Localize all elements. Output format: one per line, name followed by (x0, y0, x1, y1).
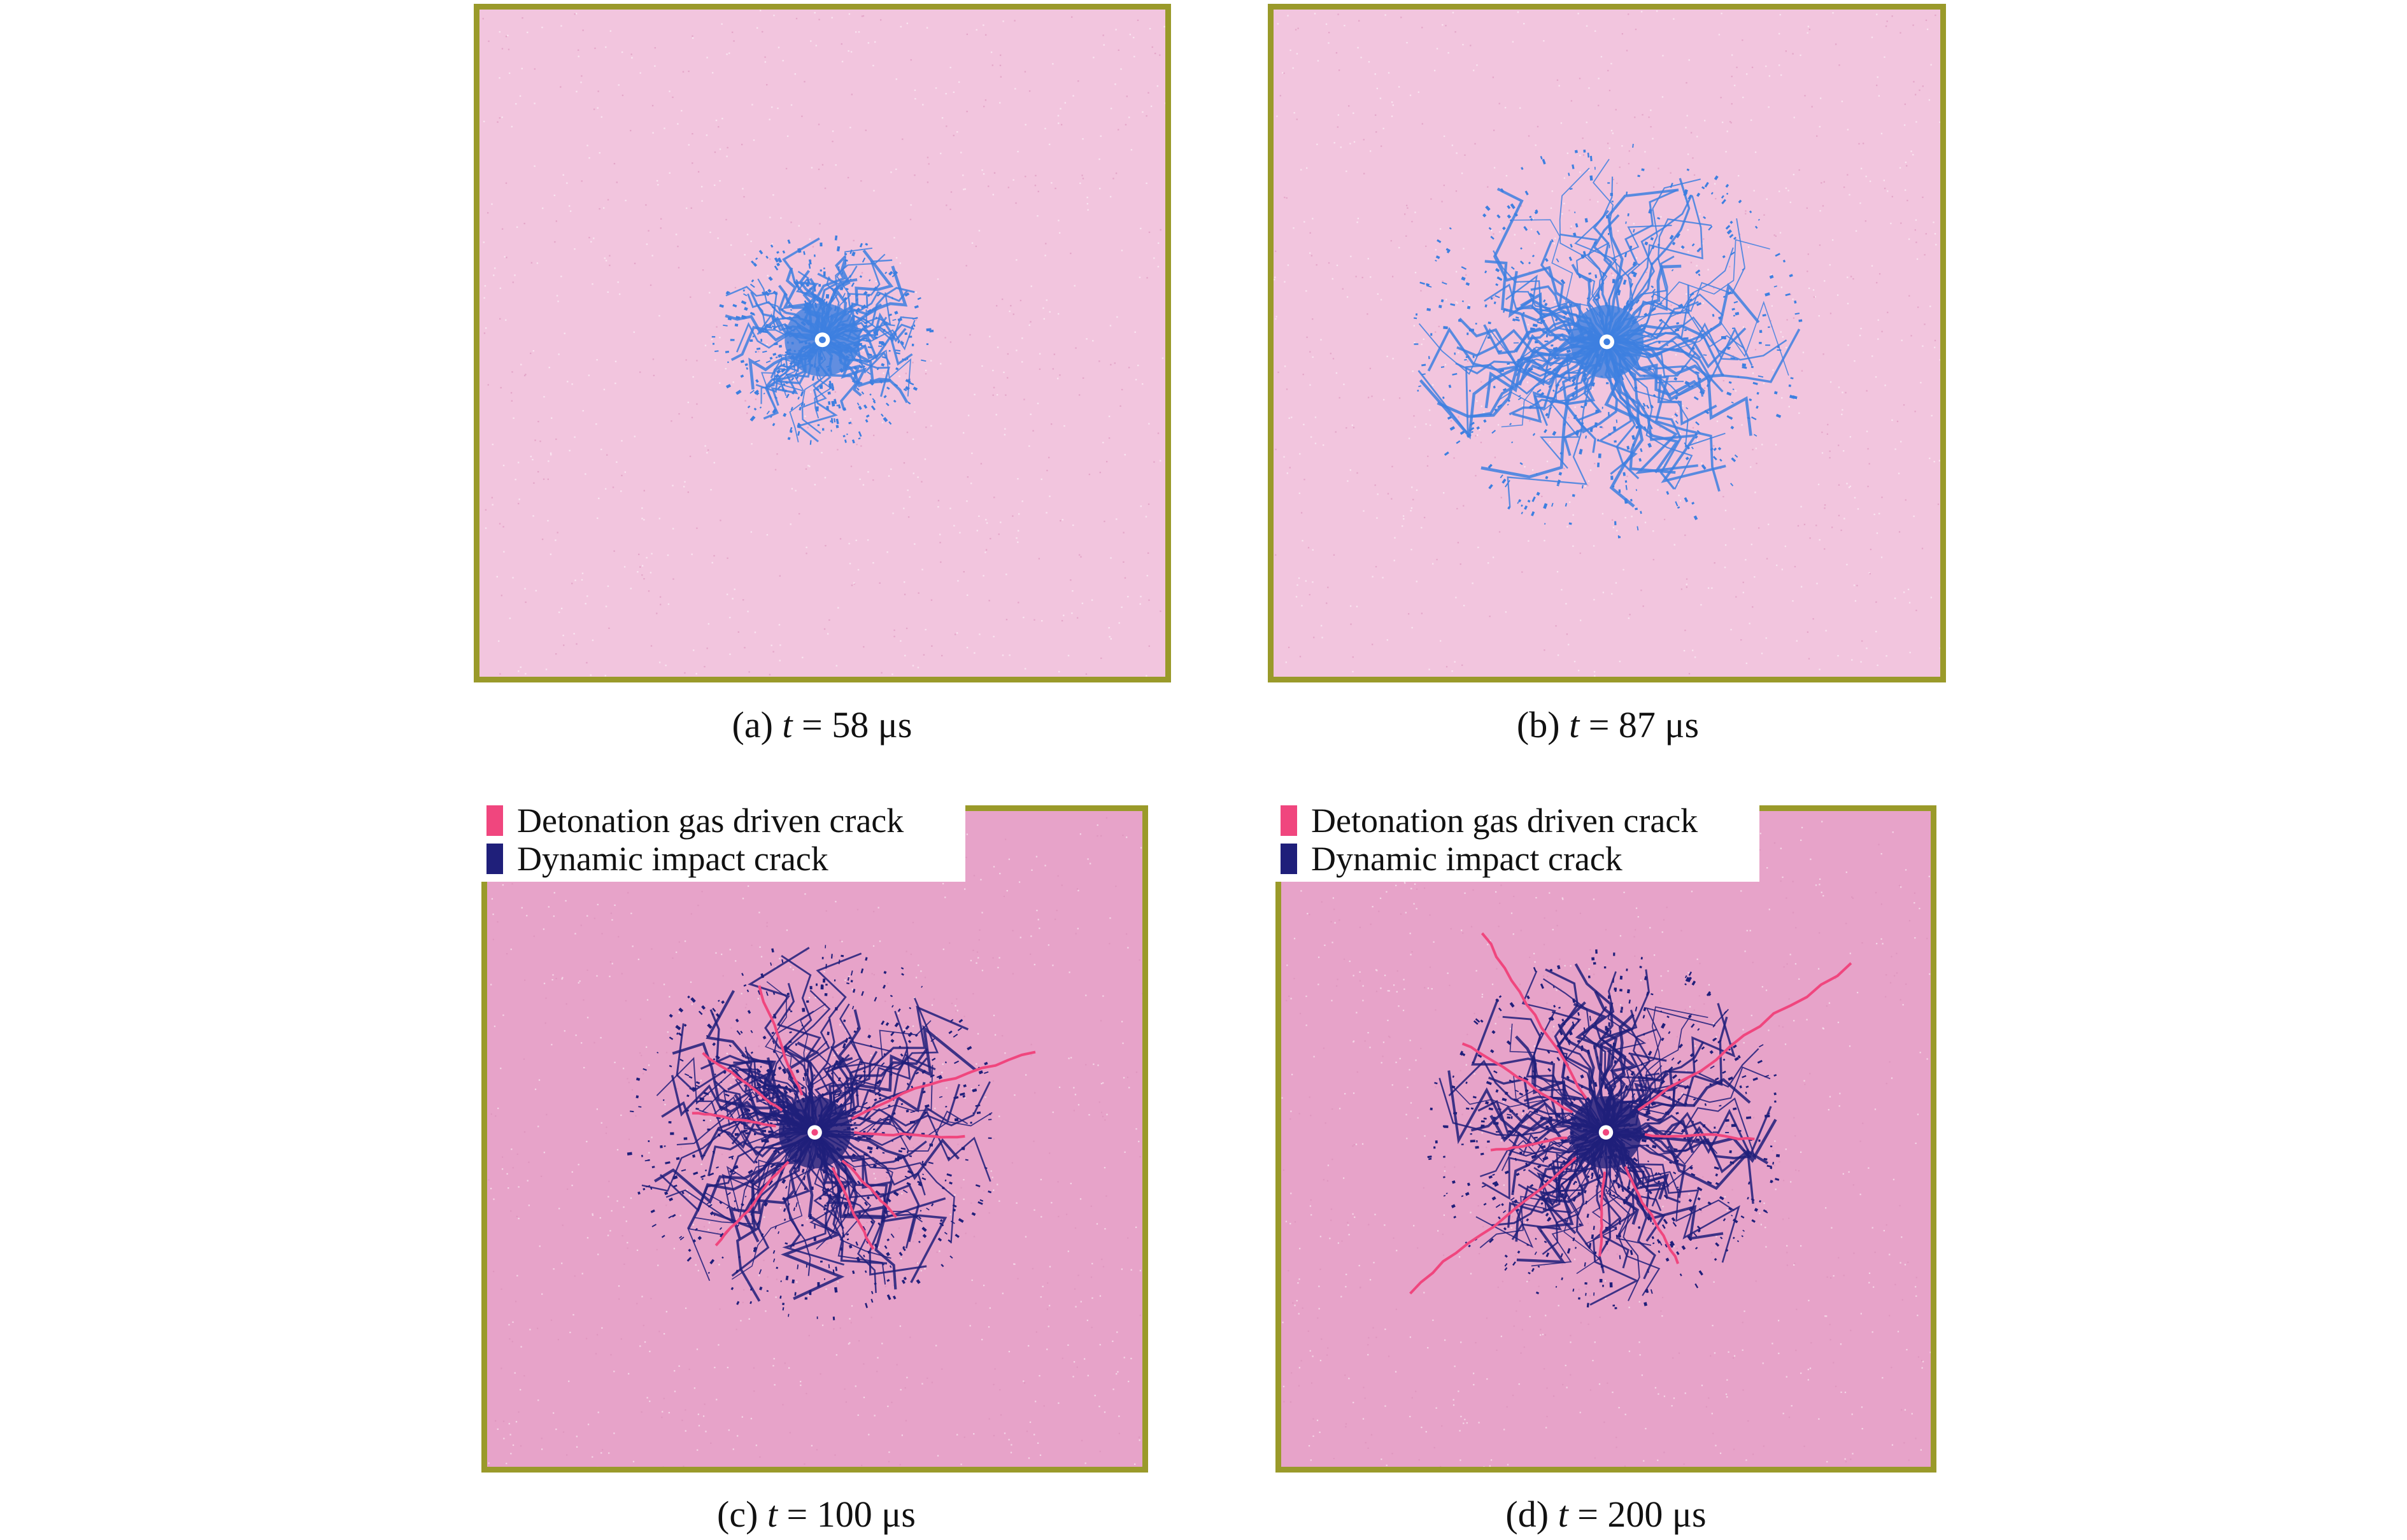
caption-a: (a) t = 58 μs (732, 704, 912, 745)
legend-item-gas: Detonation gas driven crack (1281, 802, 1748, 840)
panel-c-image (487, 811, 1142, 1467)
legend-gas-label: Detonation gas driven crack (517, 802, 904, 840)
panel-b-image (1274, 10, 1940, 677)
legend-gas-label: Detonation gas driven crack (1311, 802, 1698, 840)
gas-driven-cracks (1409, 932, 1852, 1295)
panel-c-simulation (481, 805, 1148, 1473)
gas-crack-swatch (1281, 805, 1297, 836)
legend-impact-label: Dynamic impact crack (1311, 840, 1622, 878)
panel-a-image (479, 10, 1165, 677)
legend-item-gas: Detonation gas driven crack (486, 802, 954, 840)
caption-c: (c) t = 100 μs (717, 1494, 916, 1535)
crack-cloud (1414, 143, 1803, 539)
legend-c: Detonation gas driven crack Dynamic impa… (481, 799, 965, 882)
gas-crack-swatch (486, 805, 503, 836)
legend-item-impact: Dynamic impact crack (486, 840, 954, 878)
caption-d: (d) t = 200 μs (1505, 1494, 1707, 1535)
impact-crack-swatch (486, 844, 503, 874)
panel-d-simulation (1275, 805, 1936, 1473)
caption-b: (b) t = 87 μs (1516, 704, 1700, 745)
legend-item-impact: Dynamic impact crack (1281, 840, 1748, 878)
gas-driven-cracks (692, 985, 1036, 1250)
impact-crack-swatch (1281, 844, 1297, 874)
legend-d: Detonation gas driven crack Dynamic impa… (1275, 799, 1759, 882)
panel-a-simulation (474, 4, 1171, 682)
panel-d-image (1281, 811, 1931, 1467)
grain-texture (482, 10, 1165, 677)
legend-impact-label: Dynamic impact crack (517, 840, 828, 878)
panel-b-simulation (1268, 4, 1946, 682)
